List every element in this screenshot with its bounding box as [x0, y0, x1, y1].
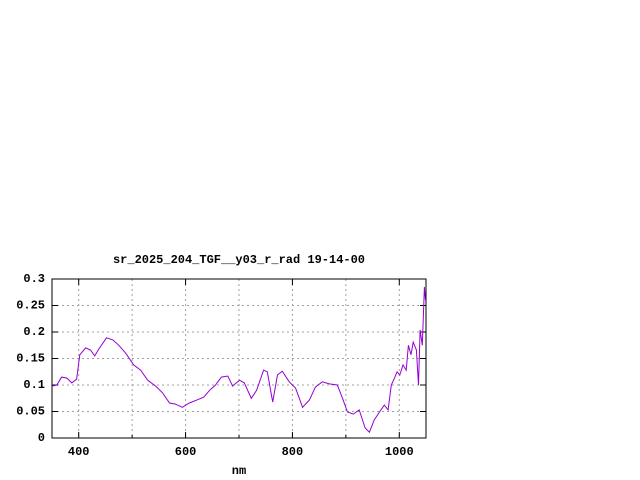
y-tick-label: 0.25	[16, 299, 45, 313]
x-tick-label: 400	[68, 445, 90, 459]
x-tick-label: 600	[175, 445, 197, 459]
x-tick-label: 800	[282, 445, 304, 459]
x-axis-label: nm	[232, 464, 246, 478]
plot-frame	[51, 278, 427, 439]
y-tick-label: 0.15	[16, 352, 45, 366]
y-tick-label: 0.05	[16, 405, 45, 419]
y-tick-label: 0.2	[23, 325, 45, 339]
x-tick-label: 1000	[385, 445, 414, 459]
y-tick-label: 0	[38, 431, 45, 445]
y-tick-label: 0.3	[23, 272, 45, 286]
data-line	[51, 286, 426, 434]
chart-title: sr_2025_204_TGF__y03_r_rad 19-14-00	[113, 253, 365, 267]
y-tick-label: 0.1	[23, 378, 45, 392]
